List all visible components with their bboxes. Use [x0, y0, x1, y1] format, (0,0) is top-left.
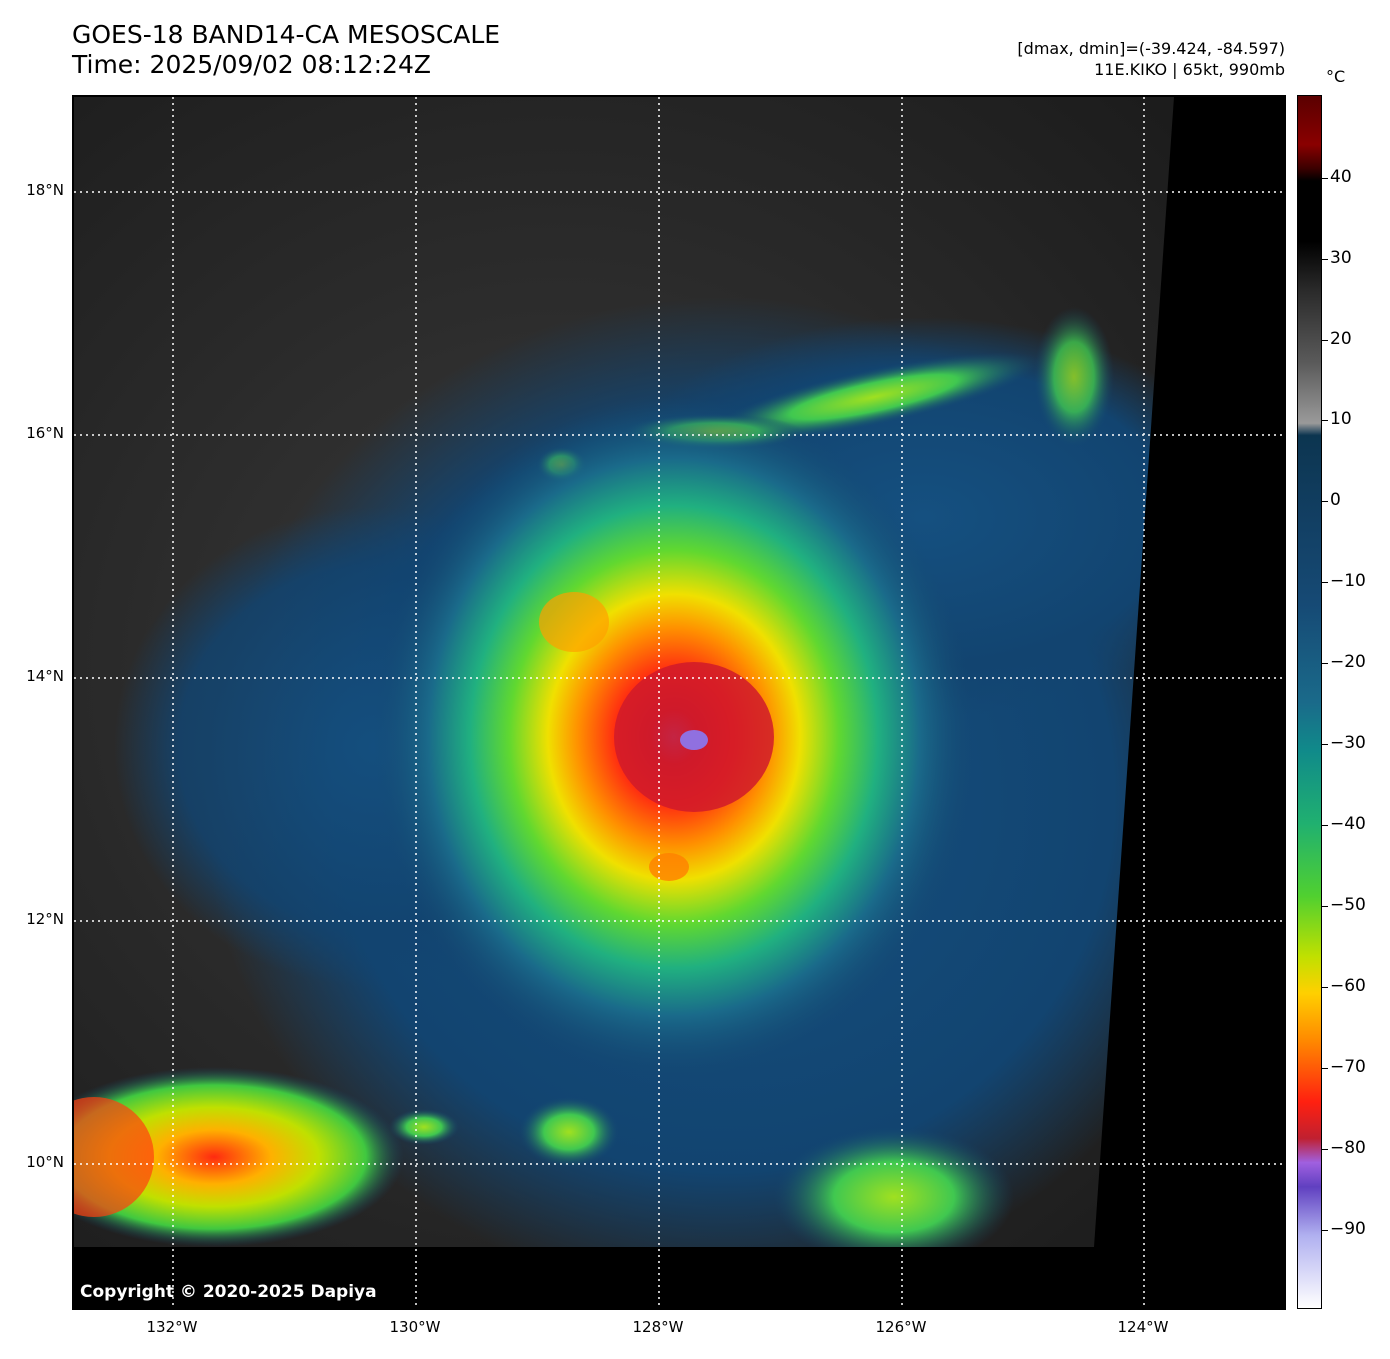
colorbar-tick [1322, 1230, 1328, 1231]
colorbar-tick [1322, 906, 1328, 907]
colorbar-label: −40 [1330, 814, 1366, 834]
lon-label-124: 124°W [1117, 1318, 1169, 1336]
colorbar-label: −30 [1330, 733, 1366, 753]
satellite-map: Copyright © 2020-2025 Dapiya [72, 95, 1286, 1310]
storm-info: [dmax, dmin]=(-39.424, -84.597) 11E.KIKO… [1017, 38, 1285, 80]
colorbar-tick [1322, 259, 1328, 260]
lat-label-10: 10°N [26, 1153, 64, 1171]
colorbar-label: 0 [1330, 490, 1341, 510]
lat-label-18: 18°N [26, 181, 64, 199]
colorbar-tick [1322, 1149, 1328, 1150]
colorbar-label: 40 [1330, 167, 1352, 187]
colorbar-tick [1322, 340, 1328, 341]
storm-text: 11E.KIKO | 65kt, 990mb [1094, 60, 1285, 79]
colorbar-label: −60 [1330, 976, 1366, 996]
colorbar-tick [1322, 987, 1328, 988]
colorbar-label: −20 [1330, 652, 1366, 672]
colorbar-tick [1322, 501, 1328, 502]
colorbar-tick [1322, 178, 1328, 179]
lon-label-128: 128°W [632, 1318, 684, 1336]
colorbar-tick [1322, 582, 1328, 583]
title-line-product: GOES-18 BAND14-CA MESOSCALE [72, 20, 501, 49]
lon-label-126: 126°W [875, 1318, 927, 1336]
colorbar-tick [1322, 1068, 1328, 1069]
colorbar-label: 30 [1330, 248, 1352, 268]
colorbar-tick [1322, 825, 1328, 826]
lat-label-12: 12°N [26, 910, 64, 928]
colorbar-tick [1322, 420, 1328, 421]
satellite-imagery [74, 97, 1284, 1308]
colorbar-label: 10 [1330, 409, 1352, 429]
gridlines [74, 97, 1284, 1308]
colorbar-tick [1322, 744, 1328, 745]
dmax-dmin-text: [dmax, dmin]=(-39.424, -84.597) [1017, 39, 1285, 58]
figure-title: GOES-18 BAND14-CA MESOSCALE Time: 2025/0… [72, 20, 500, 80]
colorbar-label: −90 [1330, 1219, 1366, 1239]
colorbar [1297, 95, 1322, 1309]
lat-label-14: 14°N [26, 667, 64, 685]
colorbar-label: −70 [1330, 1057, 1366, 1077]
colorbar-label: 20 [1330, 329, 1352, 349]
lon-label-132: 132°W [146, 1318, 198, 1336]
colorbar-label: −80 [1330, 1138, 1366, 1158]
lat-label-16: 16°N [26, 424, 64, 442]
colorbar-tick [1322, 663, 1328, 664]
colorbar-label: −10 [1330, 571, 1366, 591]
colorbar-label: −50 [1330, 895, 1366, 915]
title-line-time: Time: 2025/09/02 08:12:24Z [72, 50, 431, 79]
colorbar-unit: °C [1326, 67, 1346, 86]
copyright-text: Copyright © 2020-2025 Dapiya [80, 1282, 377, 1302]
lon-label-130: 130°W [389, 1318, 441, 1336]
